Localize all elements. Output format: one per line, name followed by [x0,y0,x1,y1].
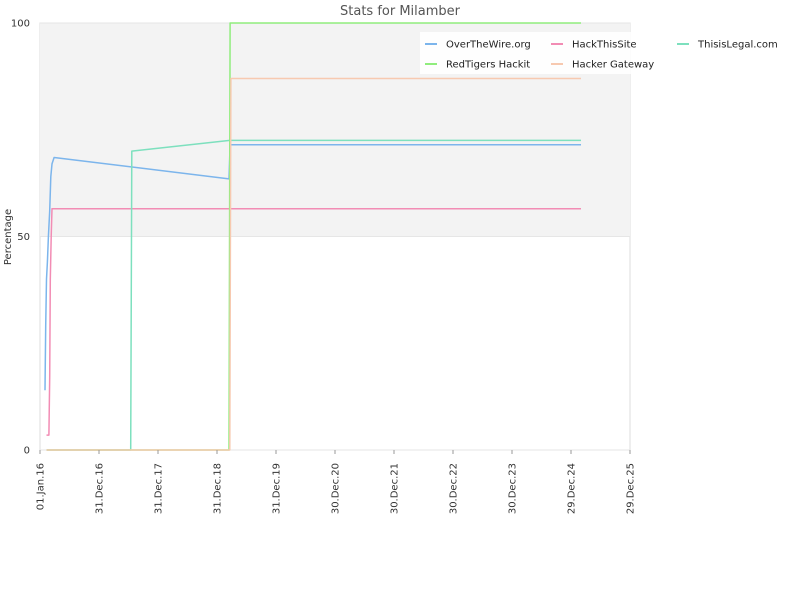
y-axis-title: Percentage [3,209,14,265]
legend-label: Hacker Gateway [572,60,654,71]
x-tick-label: 31.Dec.16 [95,463,106,514]
legend-label: RedTigers Hackit [446,60,530,71]
x-tick-label: 01.Jan.16 [36,463,47,510]
x-tick-label: 31.Dec.19 [272,463,283,514]
x-axis: 01.Jan.16 31.Dec.16 31.Dec.17 31.Dec.18 31.D… [36,450,637,514]
chart-title: Stats for Milamber [340,4,460,19]
series-line-4 [46,77,581,451]
x-tick-label: 30.Dec.23 [508,463,519,514]
x-tick-label: 29.Dec.25 [626,463,637,514]
series-layer [44,22,581,451]
x-tick-label: 31.Dec.17 [154,463,165,514]
y-axis: 0 50 100 [11,19,30,457]
legend-label: OverTheWire.org [446,40,531,51]
legend-label: HackThisSite [572,40,637,51]
y-tick-label: 50 [17,232,30,243]
y-tick-label: 100 [11,19,30,30]
x-tick-label: 30.Dec.22 [449,463,460,514]
legend: OverTheWire.org HackThisSite ThisisLegal.c… [420,32,778,74]
series-line-1 [46,207,581,436]
legend-box [420,32,645,74]
x-tick-label: 29.Dec.24 [567,463,578,514]
legend-label: ThisisLegal.com [697,40,778,51]
x-tick-label: 30.Dec.21 [390,463,401,514]
x-tick-label: 31.Dec.18 [213,463,224,514]
y-tick-label: 0 [24,446,30,457]
x-tick-label: 30.Dec.20 [331,463,342,514]
